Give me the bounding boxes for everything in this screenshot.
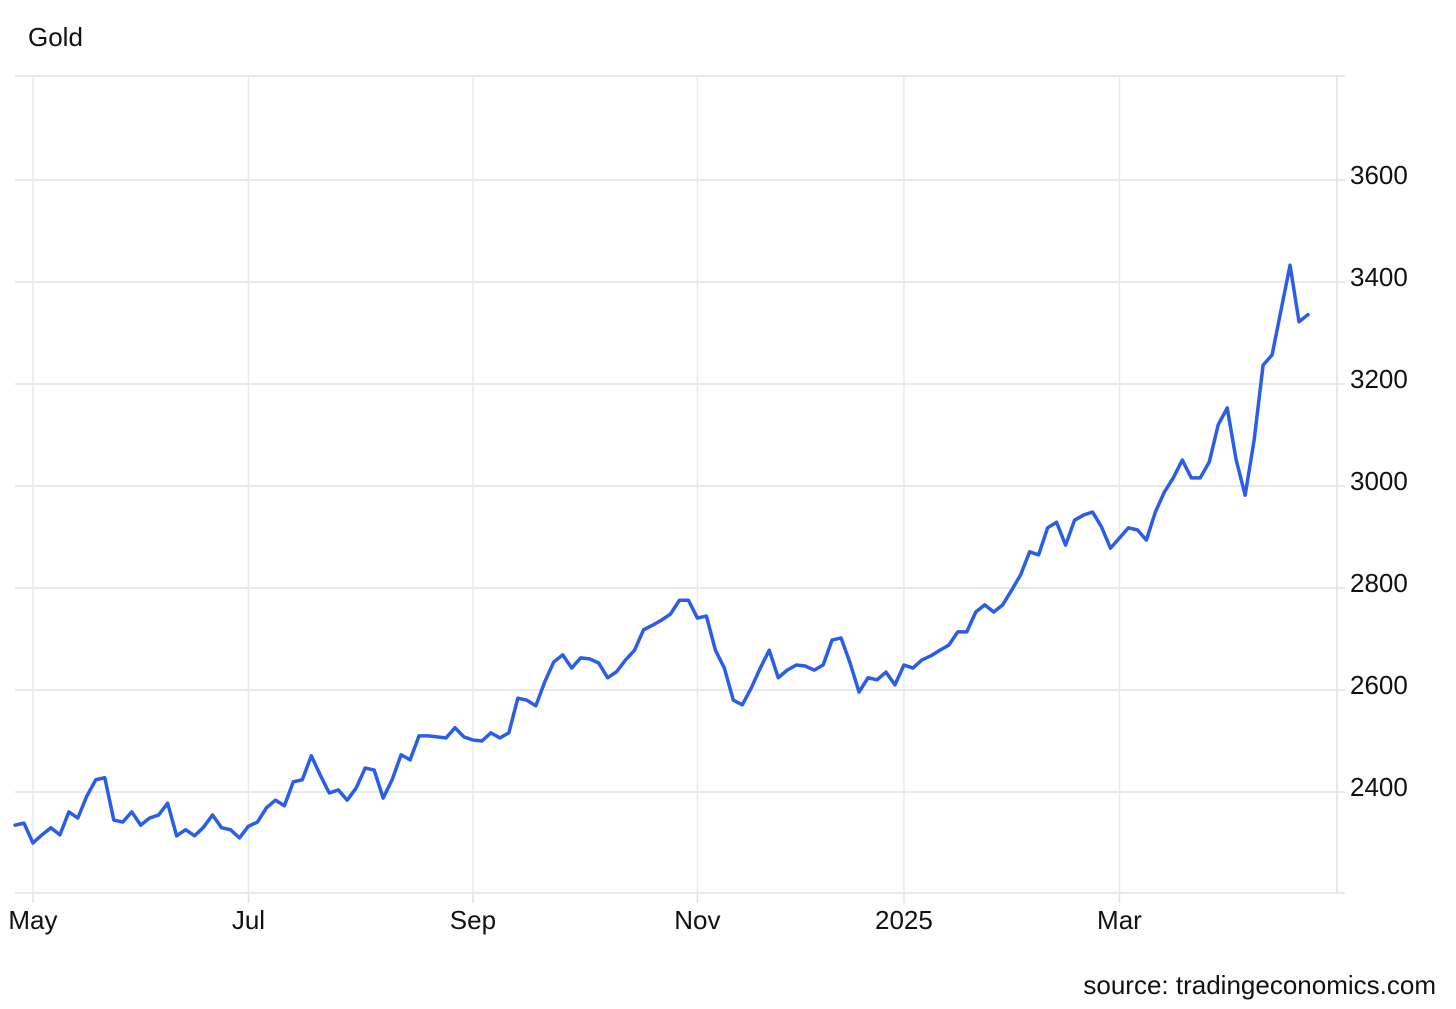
y-tick-label: 3600 bbox=[1350, 160, 1408, 190]
x-tick-label: May bbox=[8, 905, 57, 935]
price-line bbox=[13, 263, 1310, 845]
y-tick-label: 2600 bbox=[1350, 670, 1408, 700]
x-tick-label: Nov bbox=[674, 905, 720, 935]
x-tick-label: 2025 bbox=[875, 905, 933, 935]
y-tick-label: 2400 bbox=[1350, 772, 1408, 802]
y-tick-label: 3200 bbox=[1350, 364, 1408, 394]
x-tick-label: Sep bbox=[450, 905, 496, 935]
source-note: source: tradingeconomics.com bbox=[1083, 970, 1436, 1000]
y-tick-label: 2800 bbox=[1350, 568, 1408, 598]
x-tick-label: Mar bbox=[1097, 905, 1142, 935]
y-tick-label: 3400 bbox=[1350, 262, 1408, 292]
chart-title: Gold bbox=[28, 22, 83, 52]
x-tick-label: Jul bbox=[232, 905, 265, 935]
y-tick-label: 3000 bbox=[1350, 466, 1408, 496]
